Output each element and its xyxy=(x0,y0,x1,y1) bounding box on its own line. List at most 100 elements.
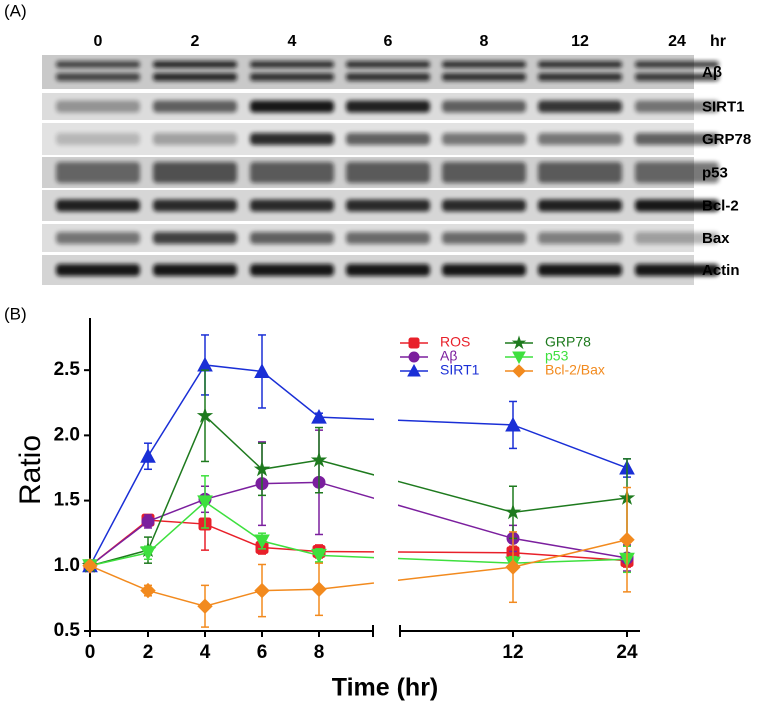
legend-marker xyxy=(512,351,526,365)
x-tick-label: 2 xyxy=(143,642,154,663)
blot-band xyxy=(56,100,140,113)
x-axis-label: Time (hr) xyxy=(332,674,439,702)
blot-band xyxy=(56,199,140,212)
blot-band xyxy=(346,162,430,183)
x-tick-label: 8 xyxy=(314,642,325,663)
blot-band xyxy=(635,100,719,113)
row-label: Actin xyxy=(702,262,740,279)
blot-band xyxy=(538,232,622,244)
blot-band xyxy=(250,232,334,244)
lane-unit: hr xyxy=(710,33,726,50)
blot-band xyxy=(153,100,237,113)
blot-band xyxy=(635,264,719,276)
blot-band xyxy=(538,73,622,81)
row-label: p53 xyxy=(702,164,728,181)
blot-band xyxy=(153,264,237,276)
x-tick-label: 0 xyxy=(85,642,96,663)
marker xyxy=(253,460,271,477)
blot-band xyxy=(442,100,526,113)
marker xyxy=(141,514,155,528)
lane-label: 24 xyxy=(668,33,686,50)
x-tick-label: 24 xyxy=(616,642,638,663)
marker xyxy=(311,409,327,424)
marker xyxy=(140,546,156,561)
legend-marker xyxy=(407,363,421,377)
blot-band xyxy=(346,199,430,212)
blot-band xyxy=(250,73,334,81)
blot-band xyxy=(442,133,526,145)
legend-label: p53 xyxy=(545,348,569,364)
blot-band xyxy=(635,73,719,81)
lane-label: 6 xyxy=(384,33,393,50)
y-axis-label: Ratio xyxy=(14,435,47,505)
blot-band xyxy=(346,100,430,113)
row-label: Aβ xyxy=(702,64,722,81)
legend-label: Aβ xyxy=(440,348,457,364)
marker xyxy=(311,581,327,597)
row-label: Bcl-2 xyxy=(702,197,739,214)
blot-band xyxy=(635,199,719,212)
blot-band xyxy=(635,133,719,145)
blot-band xyxy=(442,199,526,212)
blot-band xyxy=(56,61,140,68)
marker xyxy=(197,356,213,372)
legend-label: ROS xyxy=(440,334,470,350)
blot-band xyxy=(250,264,334,276)
blot-band xyxy=(346,133,430,145)
blot-band xyxy=(250,133,334,145)
x-tick-label: 12 xyxy=(502,642,523,663)
blot-band xyxy=(442,73,526,81)
blot-band xyxy=(635,162,719,183)
marker xyxy=(254,534,270,550)
legend-marker xyxy=(512,364,526,378)
blot-band xyxy=(635,232,719,244)
blot-band xyxy=(153,133,237,145)
lane-label: 4 xyxy=(288,33,297,50)
blot-band xyxy=(250,100,334,113)
blot-band xyxy=(442,264,526,276)
blot-band xyxy=(250,162,334,183)
blot-band xyxy=(153,73,237,81)
marker xyxy=(140,582,156,599)
marker xyxy=(196,407,214,423)
blot-band xyxy=(538,199,622,212)
marker xyxy=(619,532,635,548)
blot-band xyxy=(538,61,622,68)
legend-marker xyxy=(408,351,420,363)
blot-band xyxy=(346,264,430,276)
blot-band xyxy=(250,61,334,68)
blot-band xyxy=(153,61,237,68)
series-line xyxy=(89,364,628,567)
blot-band xyxy=(153,162,237,183)
panel-label: (A) xyxy=(4,1,27,20)
series-line xyxy=(89,500,628,567)
blot-band xyxy=(538,100,622,113)
marker xyxy=(197,495,213,510)
lane-label: 2 xyxy=(191,33,200,50)
blot-band xyxy=(153,199,237,212)
blot-band xyxy=(346,73,430,81)
x-tick-label: 4 xyxy=(200,642,211,663)
blot-band xyxy=(56,162,140,183)
series-line xyxy=(89,538,628,607)
y-tick-label: 1.0 xyxy=(54,555,80,576)
legend-label: SIRT1 xyxy=(440,362,480,378)
marker xyxy=(504,503,522,520)
blot-band xyxy=(153,232,237,244)
marker xyxy=(254,582,270,599)
marker xyxy=(311,548,327,564)
blot-band xyxy=(442,232,526,244)
lane-label: 12 xyxy=(571,33,589,50)
legend-marker xyxy=(511,335,527,350)
blot-band xyxy=(538,133,622,145)
row-label: SIRT1 xyxy=(702,98,745,115)
row-label: GRP78 xyxy=(702,131,751,148)
x-tick-label: 6 xyxy=(257,642,268,663)
y-tick-label: 1.5 xyxy=(54,490,81,511)
y-tick-label: 0.5 xyxy=(54,620,81,641)
blot-band xyxy=(56,73,140,81)
marker xyxy=(197,598,213,614)
marker xyxy=(310,451,328,468)
marker xyxy=(254,363,270,378)
